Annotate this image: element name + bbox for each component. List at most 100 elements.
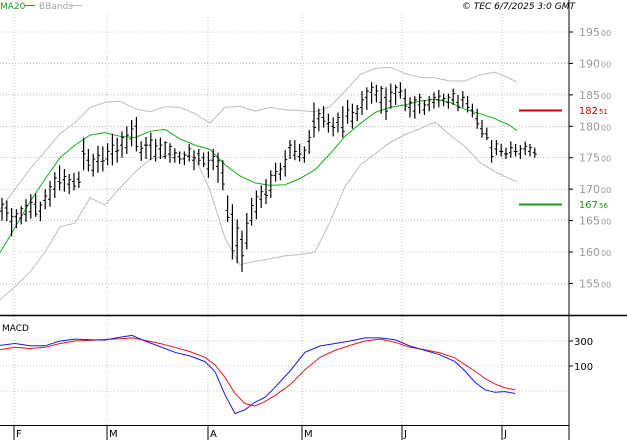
ohlc-bar (201, 152, 206, 168)
ohlc-bar (369, 82, 374, 104)
ohlc-bar (19, 206, 24, 225)
ohlc-bar (0, 197, 4, 221)
ohlc-bar (110, 133, 115, 166)
x-tick-label: J (403, 429, 407, 440)
ohlc-bar (427, 96, 432, 112)
ohlc-bar (388, 83, 393, 109)
ohlc-bar (168, 143, 172, 163)
ohlc-bar (9, 208, 14, 237)
ohlc-bar (172, 148, 177, 163)
y-tick-label: 195 (579, 26, 600, 39)
ohlc-bar (331, 117, 336, 137)
ohlc-bar (446, 93, 451, 109)
y-tick-label: 180 (579, 120, 600, 133)
y-tick-label: 190 (579, 57, 600, 70)
ohlc-bar (297, 143, 302, 162)
ohlc-bar (523, 141, 528, 156)
macd-grid (0, 316, 569, 425)
ohlc-bar (278, 162, 283, 181)
ohlc-bar (475, 108, 480, 129)
y-tick-label: 175 (579, 152, 600, 165)
ohlc-bar (532, 147, 537, 158)
level-marker: 182 51 (519, 106, 608, 117)
ohlc-bar (494, 140, 499, 156)
ohlc-bar (465, 96, 470, 113)
y-tick-label-small: 00 (601, 249, 611, 258)
ohlc-bar (417, 93, 422, 114)
y-tick-label: 300 (574, 337, 593, 348)
ohlc-bar (33, 193, 38, 217)
level-label: 182 (579, 106, 598, 117)
y-tick-label-small: 00 (601, 60, 611, 69)
ohlc-bar (345, 99, 350, 124)
ohlc-bar (105, 143, 110, 166)
ohlc-bar (211, 148, 216, 171)
ohlc-bar (206, 151, 211, 178)
y-tick-label-small: 00 (601, 218, 611, 227)
y-tick-label: 100 (574, 362, 593, 373)
ohlc-bar (52, 172, 57, 198)
macd-panel-title: MACD (2, 324, 29, 334)
y-tick-label-small: 00 (601, 186, 611, 195)
ohlc-bar (249, 197, 254, 226)
ohlc-bar (441, 93, 446, 107)
ohlc-bar (528, 143, 532, 157)
ohlc-bar (393, 84, 398, 105)
ohlc-bar (340, 106, 345, 138)
ohlc-bar (177, 151, 182, 164)
ohlc-bar (163, 141, 168, 159)
copyright-notice: © TEC 6/7/2025 3:0 GMT (462, 2, 577, 12)
ohlc-bar (244, 213, 249, 250)
legend-bbands: BBands (39, 2, 73, 12)
ohlc-bar (518, 145, 523, 159)
ohlc-bar (316, 108, 321, 132)
ohlc-bar (436, 89, 441, 108)
ohlc-bar (62, 169, 67, 192)
ohlc-bar (148, 132, 153, 161)
x-tick-label: J (503, 429, 507, 440)
ohlc-bar (302, 146, 307, 163)
y-tick-label-small: 00 (601, 123, 611, 132)
ohlc-bar (268, 170, 273, 198)
ohlc-bar (254, 190, 259, 220)
ohlc-bar (283, 150, 288, 177)
ohlc-bar (412, 96, 417, 119)
ohlc-bar (196, 148, 201, 166)
macd-line (0, 334, 516, 415)
ohlc-bar (134, 116, 139, 152)
ohlc-bar (76, 171, 81, 188)
y-tick-label: 170 (579, 183, 600, 196)
ohlc-bar (408, 97, 412, 118)
ohlc-bar (384, 87, 388, 120)
macd-y-axis: 300 100 (569, 337, 593, 373)
ohlc-bar (264, 179, 268, 205)
ohlc-bar (24, 199, 28, 222)
level-marker: 167 56 (519, 200, 608, 211)
ohlc-bar (432, 92, 436, 109)
bbands-upper-line (0, 66, 518, 210)
ohlc-bar (379, 86, 384, 114)
x-tick-label: F (16, 429, 22, 440)
ohlc-bar (273, 162, 278, 182)
ohlc-bar (216, 152, 220, 183)
ohlc-bar (81, 137, 86, 171)
ohlc-bar (350, 103, 355, 129)
ohlc-bar (403, 88, 408, 112)
ohlc-bar (312, 102, 316, 138)
ohlc-bar (307, 130, 312, 154)
main-grid (0, 14, 569, 315)
ohlc-bar (38, 201, 43, 222)
ohlc-bar (259, 185, 264, 208)
ohlc-bar (86, 148, 91, 172)
ohlc-bar (355, 104, 360, 122)
ohlc-bar (67, 174, 72, 195)
ohlc-bar (139, 141, 144, 161)
ohlc-bar (158, 137, 163, 159)
ohlc-bar (240, 230, 244, 273)
x-tick-label: M (304, 429, 313, 440)
ohlc-bar (91, 153, 96, 177)
ohlc-bar (230, 204, 235, 260)
